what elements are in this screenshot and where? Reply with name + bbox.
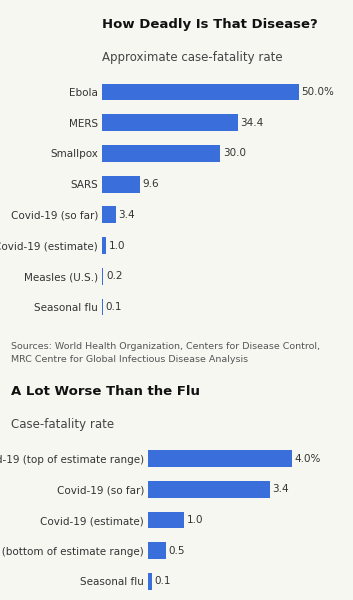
Bar <box>102 268 103 285</box>
Bar <box>148 512 184 529</box>
Text: 50.0%: 50.0% <box>301 87 334 97</box>
Text: A Lot Worse Than the Flu: A Lot Worse Than the Flu <box>11 385 199 398</box>
Bar <box>102 114 238 131</box>
Bar <box>102 206 116 223</box>
Text: 0.2: 0.2 <box>106 271 122 281</box>
Bar <box>102 145 220 162</box>
Text: 0.1: 0.1 <box>154 576 170 586</box>
Bar <box>148 542 166 559</box>
Bar <box>102 299 103 316</box>
Bar <box>102 83 299 100</box>
Text: 1.0: 1.0 <box>109 241 126 251</box>
Text: 3.4: 3.4 <box>119 210 135 220</box>
Bar <box>102 237 106 254</box>
Text: Approximate case-fatality rate: Approximate case-fatality rate <box>102 51 283 64</box>
Bar <box>148 451 292 467</box>
Text: Sources: World Health Organization, Centers for Disease Control,
MRC Centre for : Sources: World Health Organization, Cent… <box>11 343 319 364</box>
Text: How Deadly Is That Disease?: How Deadly Is That Disease? <box>102 18 318 31</box>
Bar <box>148 573 152 590</box>
Bar <box>102 176 140 193</box>
Text: 0.1: 0.1 <box>106 302 122 312</box>
Text: 3.4: 3.4 <box>273 484 289 494</box>
Text: 0.5: 0.5 <box>168 545 185 556</box>
Text: 9.6: 9.6 <box>143 179 160 189</box>
Text: 4.0%: 4.0% <box>294 454 321 464</box>
Bar <box>148 481 270 498</box>
Text: 1.0: 1.0 <box>186 515 203 525</box>
Text: Case-fatality rate: Case-fatality rate <box>11 418 114 431</box>
Text: 30.0: 30.0 <box>223 148 246 158</box>
Text: 34.4: 34.4 <box>240 118 263 128</box>
